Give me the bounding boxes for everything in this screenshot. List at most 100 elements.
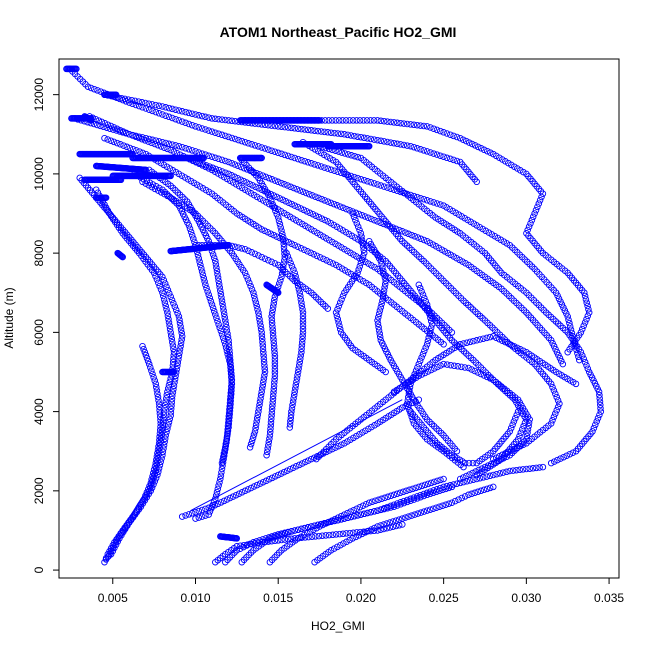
data-point — [192, 123, 199, 130]
data-point — [579, 352, 586, 359]
data-point — [298, 342, 306, 349]
data-point — [344, 151, 352, 158]
data-point — [467, 304, 474, 311]
data-point — [414, 364, 421, 371]
data-point — [220, 450, 228, 457]
data-point — [195, 124, 203, 131]
data-point — [453, 157, 461, 165]
data-point — [225, 133, 232, 141]
data-point — [523, 465, 530, 473]
data-point — [421, 481, 429, 489]
data-point — [97, 88, 104, 95]
data-point — [177, 342, 184, 350]
data-point — [195, 255, 203, 262]
data-point — [206, 294, 214, 302]
data-point — [167, 172, 174, 180]
data-point — [596, 395, 603, 402]
data-point — [387, 492, 395, 500]
data-point — [212, 129, 219, 136]
data-point — [299, 309, 307, 316]
data-point — [299, 335, 306, 343]
data-point — [296, 289, 303, 296]
data-point — [283, 467, 291, 474]
data-point — [155, 397, 162, 404]
data-point — [321, 197, 328, 204]
data-point — [146, 482, 153, 490]
data-point — [174, 362, 181, 370]
data-point — [167, 329, 174, 336]
data-point — [315, 194, 322, 202]
data-point — [418, 371, 426, 378]
data-point — [335, 117, 343, 124]
data-point — [332, 531, 340, 538]
data-point — [365, 499, 373, 506]
data-point — [226, 407, 234, 415]
data-point — [335, 442, 342, 450]
data-point — [353, 117, 360, 124]
data-point — [219, 456, 226, 464]
data-point — [101, 558, 108, 566]
data-point — [381, 280, 389, 288]
data-point — [360, 176, 368, 184]
data-point — [523, 432, 531, 440]
x-tick-label: 0.030 — [511, 591, 541, 605]
data-point — [336, 325, 344, 333]
data-point — [350, 213, 358, 221]
data-point — [538, 193, 545, 201]
data-point — [471, 489, 478, 497]
data-point — [215, 277, 222, 285]
data-point — [247, 540, 255, 548]
data-point — [220, 310, 228, 318]
data-point — [370, 527, 378, 535]
data-point — [371, 216, 378, 224]
data-point — [549, 383, 556, 391]
data-point — [553, 407, 560, 414]
data-point — [433, 488, 440, 496]
data-point — [102, 194, 110, 201]
data-point — [352, 209, 360, 217]
data-point — [453, 133, 461, 141]
data-point — [321, 164, 328, 171]
data-point — [170, 382, 178, 390]
data-point — [281, 181, 288, 188]
data-point — [145, 100, 153, 107]
data-point — [482, 227, 489, 235]
data-point — [547, 459, 555, 467]
data-point — [179, 193, 186, 201]
x-tick-label: 0.025 — [429, 591, 459, 605]
data-point — [268, 313, 275, 320]
data-point — [269, 326, 276, 333]
data-point — [379, 294, 387, 301]
data-point — [317, 163, 325, 170]
data-point — [246, 279, 253, 287]
data-point — [269, 392, 277, 400]
data-point — [590, 424, 598, 432]
data-point — [271, 177, 279, 184]
data-point — [261, 227, 268, 235]
data-point — [384, 505, 391, 512]
data-point — [471, 142, 479, 149]
data-point — [110, 138, 118, 146]
data-point — [403, 498, 411, 506]
data-point — [299, 312, 307, 320]
data-point — [219, 300, 226, 308]
data-point — [460, 474, 467, 481]
data-point — [143, 489, 151, 496]
data-point — [344, 131, 351, 139]
data-point — [423, 148, 431, 155]
data-point — [442, 485, 449, 493]
data-point — [417, 509, 425, 516]
data-point — [299, 188, 307, 195]
data-point — [477, 145, 485, 152]
data-point — [302, 189, 310, 197]
data-point — [487, 149, 494, 156]
data-point — [406, 407, 413, 414]
data-point — [149, 370, 156, 378]
data-point — [268, 409, 276, 416]
data-point — [430, 150, 437, 157]
data-point — [375, 323, 382, 331]
data-point — [368, 423, 375, 431]
data-point — [470, 476, 477, 483]
data-point — [164, 388, 171, 396]
data-point — [220, 307, 227, 314]
